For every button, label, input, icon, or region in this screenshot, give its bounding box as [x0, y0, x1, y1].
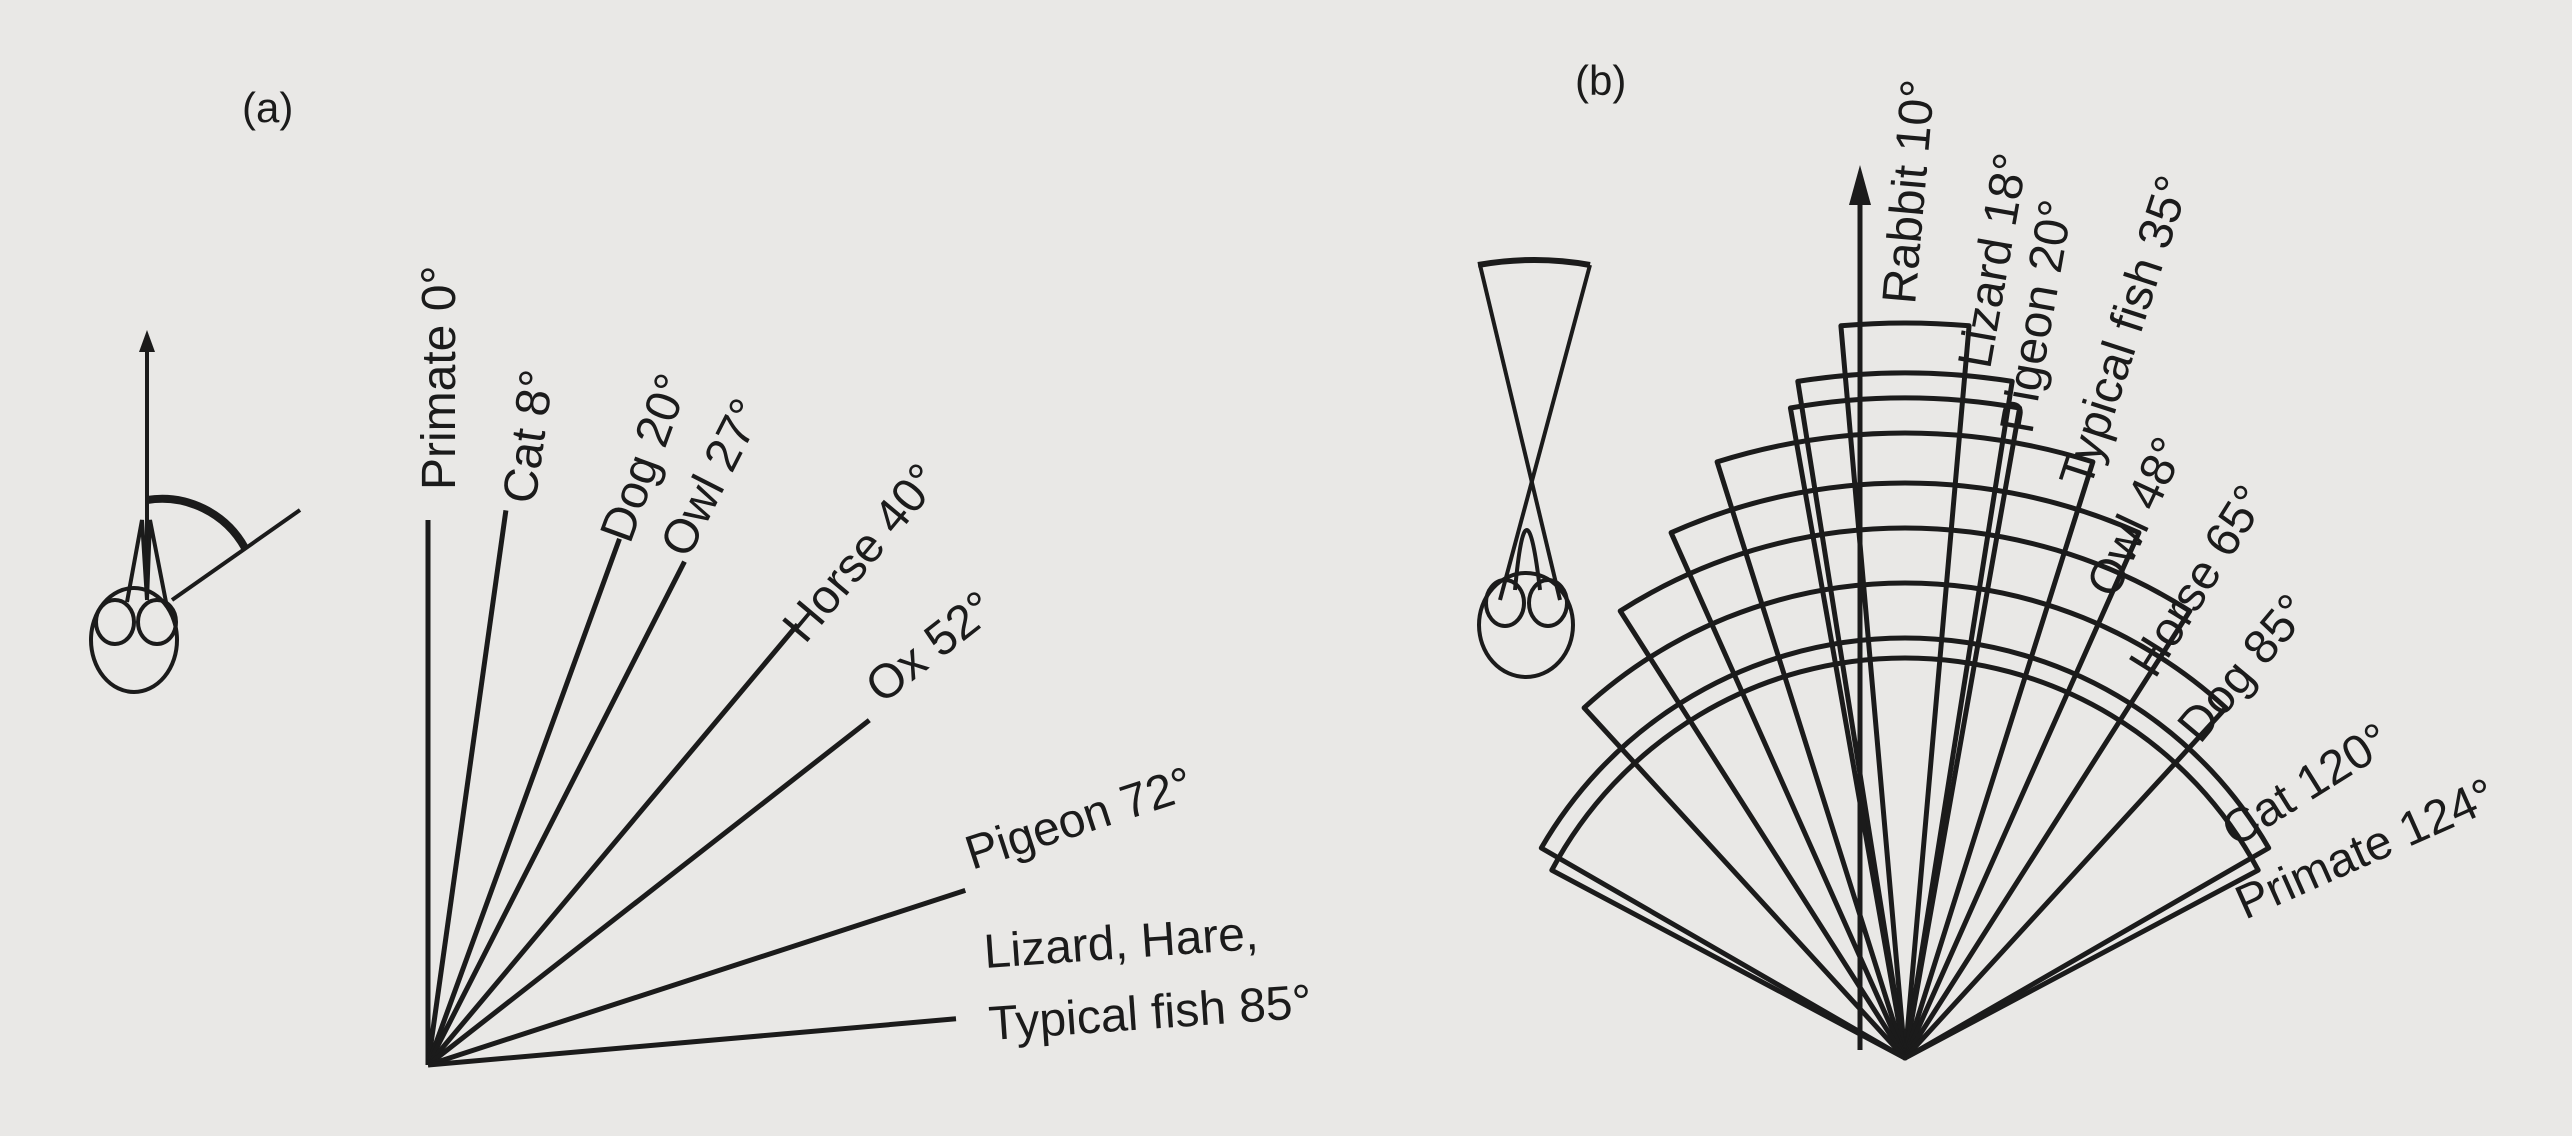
panel-b-labels: Rabbit 10° Lizard 18° Pigeon 20° Typical…	[1873, 78, 2503, 931]
label-ox-52: Ox 52°	[856, 581, 1005, 713]
label-pigeon-72: Pigeon 72°	[959, 757, 1199, 880]
panel-a: (a) Primate 0° Cat 8° Dog 20° Owl 27° Ho…	[89, 84, 1313, 1068]
field-sector-85deg	[1581, 580, 2229, 1061]
field-sector-20deg	[1787, 395, 2023, 1061]
panel-a-rays	[425, 510, 967, 1068]
ray-a-40deg	[426, 622, 800, 1067]
field-sector-124deg	[1549, 655, 2261, 1061]
panel-b-forward-arrow	[1849, 165, 1871, 1050]
field-sector-10deg	[1838, 320, 1972, 1061]
label-rabbit-10: Rabbit 10°	[1873, 78, 1945, 306]
field-sector-18deg	[1795, 370, 2015, 1061]
ray-a-8deg	[425, 510, 509, 1066]
label-primate-0: Primate 0°	[413, 265, 466, 490]
ray-a-20deg	[425, 537, 622, 1066]
head-icon-a	[89, 330, 302, 694]
label-typical-fish-85: Typical fish 85°	[987, 976, 1313, 1051]
ray-a-85deg	[427, 1016, 957, 1068]
panel-b-caption: (b)	[1575, 57, 1626, 104]
field-sector-65deg	[1617, 525, 2193, 1061]
panel-b-fan	[1538, 320, 2272, 1061]
ray-a-72deg	[427, 888, 967, 1068]
field-sector-48deg	[1668, 480, 2142, 1061]
panel-a-caption: (a)	[242, 84, 293, 131]
head-icon-b	[1477, 257, 1592, 679]
panel-a-labels: Primate 0° Cat 8° Dog 20° Owl 27° Horse …	[413, 265, 1313, 1051]
label-cat-8: Cat 8°	[493, 367, 564, 507]
panel-b: (b) Rabbit 10° Lizard 18° Pigeon 20° Typ…	[1477, 57, 2503, 1061]
field-sector-120deg	[1538, 635, 2272, 1061]
label-lizard-hare-line1: Lizard, Hare,	[982, 907, 1260, 979]
ray-a-52deg	[426, 718, 871, 1067]
field-sector-35deg	[1714, 430, 2096, 1061]
ray-a-27deg	[425, 560, 687, 1067]
